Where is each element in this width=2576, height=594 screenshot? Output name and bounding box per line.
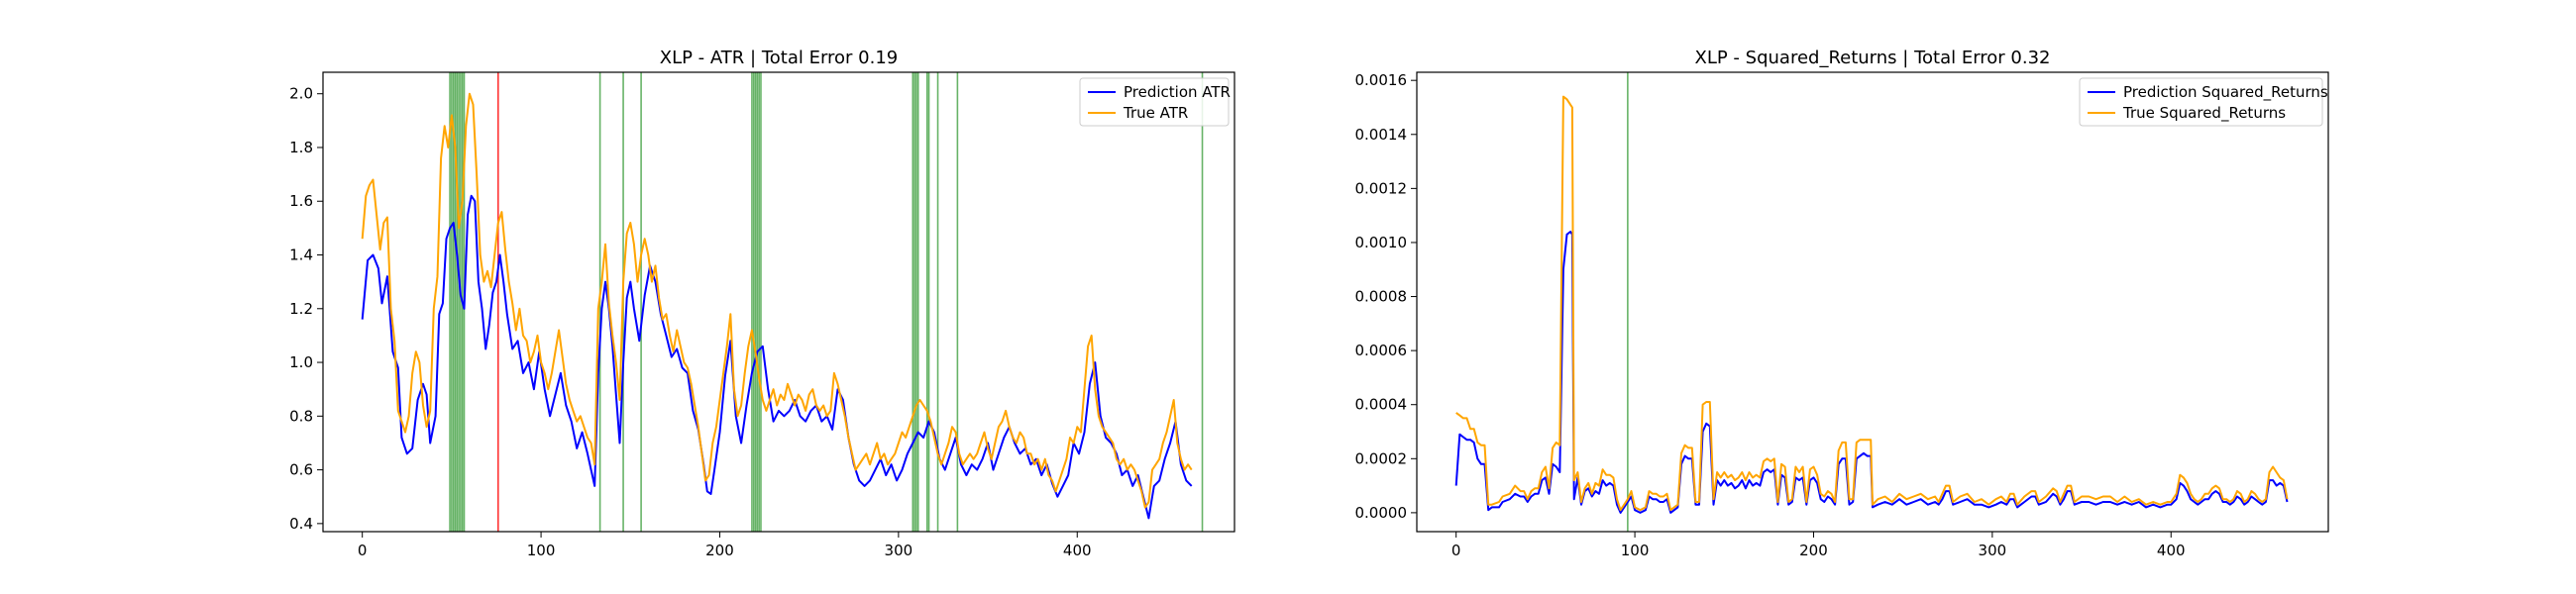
squared-returns-xtick-label-3: 300 — [1979, 542, 2007, 559]
squared-returns-ytick-label-5: 0.0010 — [1355, 234, 1408, 251]
atr-legend-label-0: Prediction ATR — [1124, 83, 1231, 101]
squared-returns-xtick-label-1: 100 — [1621, 542, 1650, 559]
atr-ytick-label-4: 1.2 — [289, 300, 313, 318]
atr-series-line-1 — [361, 92, 1193, 509]
atr-chart-title: XLP - ATR | Total Error 0.19 — [660, 48, 899, 68]
squared-returns-legend-label-0: Prediction Squared_Returns — [2123, 83, 2328, 102]
atr-ytick-label-6: 1.6 — [289, 192, 313, 210]
squared-returns-xtick-label-0: 0 — [1451, 542, 1461, 559]
atr-axes-frame — [322, 71, 1235, 533]
squared-returns-legend: Prediction Squared_Returns True Squared_R… — [2079, 77, 2328, 127]
atr-xtick-label-1: 100 — [527, 542, 556, 559]
squared-returns-ytick-label-3: 0.0006 — [1355, 342, 1408, 359]
atr-xtick-label-3: 300 — [885, 542, 913, 559]
atr-ytick-label-1: 0.6 — [289, 461, 313, 479]
atr-ytick-label-3: 1.0 — [289, 353, 313, 371]
squared-returns-legend-label-1: True Squared_Returns — [2122, 104, 2286, 123]
squared-returns-legend-box — [2079, 77, 2323, 127]
atr-legend-box — [1079, 77, 1230, 127]
atr-xtick-label-2: 200 — [705, 542, 734, 559]
squared-returns-ytick-label-6: 0.0012 — [1355, 179, 1408, 197]
atr-ytick-label-2: 0.8 — [289, 407, 313, 425]
squared-returns-xtick-label-2: 200 — [1799, 542, 1828, 559]
squared-returns-ytick-label-1: 0.0002 — [1355, 449, 1408, 467]
atr-chart: XLP - ATR | Total Error 0.19 0 100 200 300 4… — [289, 48, 1235, 559]
atr-ytick-label-5: 1.4 — [289, 247, 313, 264]
squared-returns-axes-frame — [1416, 71, 2329, 533]
squared-returns-series-line-1 — [1455, 95, 2289, 512]
atr-series-line-0 — [361, 194, 1193, 520]
squared-returns-chart: XLP - Squared_Returns | Total Error 0.32… — [1355, 48, 2329, 559]
atr-ytick-label-0: 0.4 — [289, 515, 313, 533]
atr-legend-label-1: True ATR — [1123, 104, 1188, 122]
squared-returns-plot-area — [1454, 72, 2289, 532]
atr-legend: Prediction ATR True ATR — [1079, 77, 1231, 127]
atr-ytick-label-8: 2.0 — [289, 85, 313, 103]
atr-plot-area — [361, 72, 1204, 532]
squared-returns-xtick-label-4: 400 — [2157, 542, 2186, 559]
atr-ytick-label-7: 1.8 — [289, 139, 313, 156]
squared-returns-ytick-label-4: 0.0008 — [1355, 288, 1408, 306]
squared-returns-ytick-label-8: 0.0016 — [1355, 71, 1408, 89]
atr-xtick-label-0: 0 — [358, 542, 368, 559]
squared-returns-ytick-label-0: 0.0000 — [1355, 504, 1408, 522]
squared-returns-ytick-label-7: 0.0014 — [1355, 126, 1408, 144]
atr-xtick-label-4: 400 — [1063, 542, 1092, 559]
squared-returns-chart-title: XLP - Squared_Returns | Total Error 0.32 — [1695, 48, 2051, 68]
squared-returns-ytick-label-2: 0.0004 — [1355, 396, 1408, 414]
